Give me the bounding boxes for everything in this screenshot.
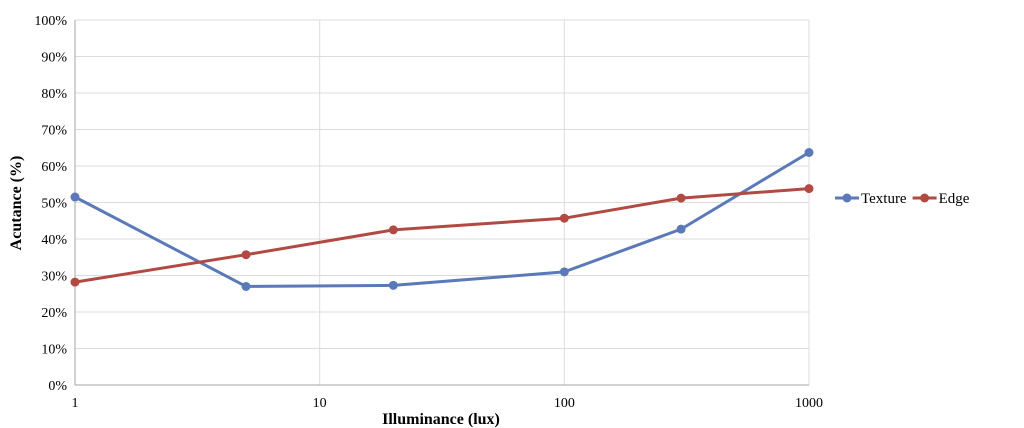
data-point xyxy=(388,225,398,235)
data-point xyxy=(804,147,814,157)
legend-item: Edge xyxy=(912,191,970,207)
x-tick-label: 10 xyxy=(313,396,327,411)
y-tick-label: 90% xyxy=(41,51,67,66)
legend-swatch-marker xyxy=(920,193,930,203)
x-tick-label: 100 xyxy=(554,396,575,411)
grid xyxy=(75,19,810,385)
legend-label: Texture xyxy=(861,191,907,207)
data-point xyxy=(388,280,398,290)
y-tick-label: 50% xyxy=(41,197,67,212)
data-point xyxy=(70,277,80,287)
data-point xyxy=(804,184,814,194)
series-line xyxy=(73,151,811,288)
y-tick-label: 70% xyxy=(41,124,67,139)
y-tick-labels: 0% 10% 20% 30% 40% 50% 60% 70% 80% 90% 100% xyxy=(34,14,67,394)
series-line xyxy=(73,187,811,284)
data-point xyxy=(676,193,686,203)
y-tick-label: 10% xyxy=(41,343,67,358)
x-tick-labels: 1 10 100 1000 xyxy=(72,396,824,411)
y-tick-label: 80% xyxy=(41,87,67,102)
y-tick-label: 0% xyxy=(48,379,67,394)
data-point xyxy=(241,281,251,291)
y-tick-label: 20% xyxy=(41,306,67,321)
y-axis-title: Acutance (%) xyxy=(8,156,25,251)
legend-item: Texture xyxy=(835,191,907,207)
y-tick-label: 40% xyxy=(41,233,67,248)
data-point xyxy=(676,224,686,234)
x-tick-label: 1000 xyxy=(795,396,823,411)
series-edge xyxy=(70,184,814,287)
y-tick-label: 60% xyxy=(41,160,67,175)
x-axis-title: Illuminance (lux) xyxy=(382,411,500,428)
y-tick-label: 100% xyxy=(34,14,67,29)
legend-swatch-marker xyxy=(842,193,852,203)
data-point xyxy=(70,192,80,202)
legend-label: Edge xyxy=(939,191,970,207)
series xyxy=(70,147,814,291)
axes xyxy=(74,20,809,386)
series-texture xyxy=(70,147,814,291)
x-tick-label: 1 xyxy=(72,396,79,411)
legend: Texture Edge xyxy=(835,191,970,207)
data-point xyxy=(241,250,251,260)
y-tick-label: 30% xyxy=(41,270,67,285)
data-point xyxy=(559,213,569,223)
data-point xyxy=(559,267,569,277)
